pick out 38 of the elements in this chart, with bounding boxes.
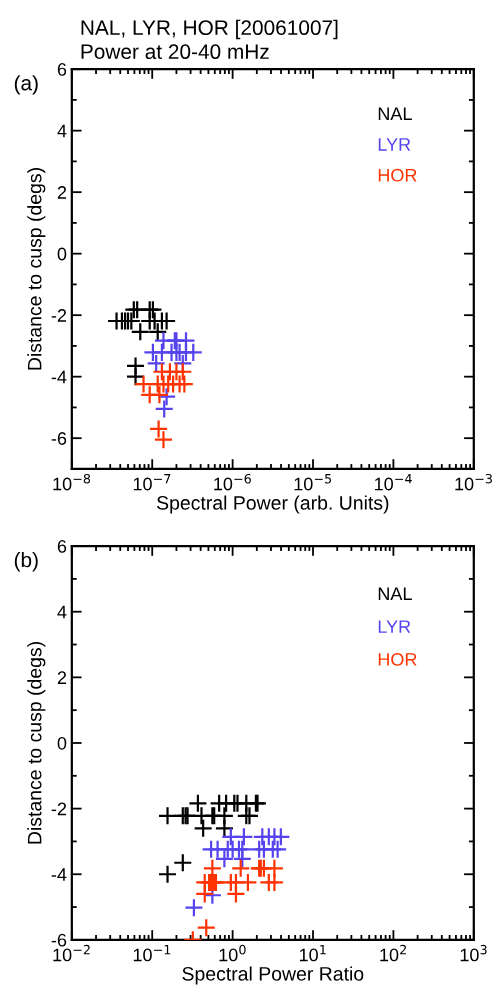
x-tick-label: 10$^{0}$ (219, 944, 246, 962)
x-tick-label: 10$^{−5}$ (294, 474, 332, 491)
text: NAL (378, 107, 412, 120)
y-tick-label: -4 (51, 370, 67, 384)
x-tick-label: 10$^{3}$ (460, 944, 487, 962)
y-tick-label: -2 (51, 802, 67, 816)
y-tick-label: 2 (57, 186, 67, 199)
x-tick-label: 10$^{−8}$ (53, 473, 91, 491)
y-tick-label: 6 (57, 540, 67, 553)
y-tick-label: 4 (57, 605, 67, 619)
chart-subtitle: Power at 20-40 mHz (81, 44, 269, 60)
x-axis-title: Spectral Power (arb. Units) (157, 495, 389, 514)
text: NAL (378, 587, 412, 600)
text: (b) (14, 552, 38, 572)
x-tick-label: 10$^{−6}$ (214, 473, 251, 491)
x-tick-label: 10$^{1}$ (299, 945, 326, 962)
y-tick-label: 6 (57, 63, 67, 76)
y-tick-label: 4 (57, 124, 67, 138)
y-tick-label: -4 (51, 868, 67, 881)
text: HOR (378, 168, 417, 182)
x-axis-title: Spectral Power Ratio (182, 966, 364, 985)
y-tick-label: 0 (57, 736, 67, 750)
x-tick-label: 10$^{−3}$ (455, 473, 492, 491)
text: HOR (378, 653, 417, 666)
y-axis-title: Distance to cusp (degs) (27, 642, 46, 844)
chart-title: NAL, LYR, HOR [20061007] (81, 19, 338, 40)
y-tick-label: -6 (51, 432, 67, 445)
x-tick-label: 10$^{−1}$ (133, 945, 171, 962)
x-tick-label: 10$^{2}$ (380, 944, 406, 962)
y-tick-label: 0 (57, 247, 67, 261)
y-axis-title: Distance to cusp (degs) (27, 168, 46, 370)
y-tick-label: -2 (51, 309, 67, 322)
text: LYR (378, 138, 411, 151)
text: LYR (378, 620, 411, 633)
text: (a) (14, 75, 38, 95)
x-tick-label: 10$^{−4}$ (375, 474, 412, 491)
y-tick-label: 2 (57, 671, 67, 684)
x-tick-label: 10$^{−7}$ (133, 474, 171, 491)
